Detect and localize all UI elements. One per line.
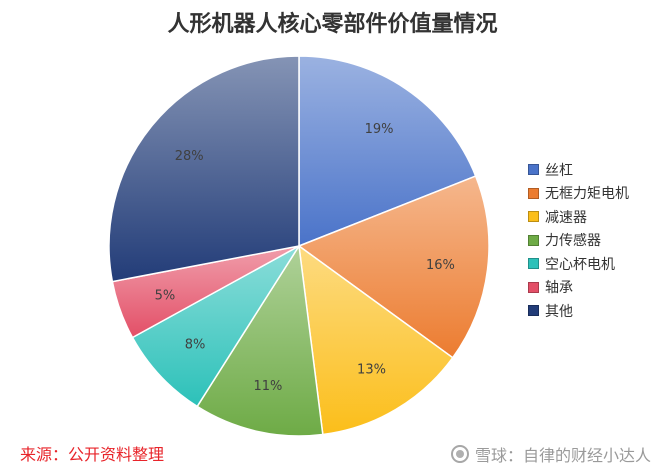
chart-title: 人形机器人核心零部件价值量情况 — [167, 11, 498, 37]
pie-slice-无框力矩电机 — [297, 175, 490, 359]
legend-item-轴承: 轴承 — [528, 276, 629, 300]
legend-item-无框力矩电机: 无框力矩电机 — [528, 182, 629, 206]
snowball-logo-icon — [450, 445, 469, 463]
slice-label-丝杠: 19% — [365, 122, 394, 137]
legend-label: 轴承 — [545, 280, 573, 297]
slice-label-空心杯电机: 8% — [185, 338, 206, 353]
legend-label: 力传感器 — [545, 233, 601, 250]
legend: 丝杠 无框力矩电机 减速器 力传感器 空心杯电机 轴承 其他 — [528, 158, 629, 323]
slice-label-力传感器: 11% — [253, 379, 282, 394]
legend-swatch — [528, 164, 539, 176]
pie-slice-其他 — [108, 55, 300, 283]
slice-label-无框力矩电机: 16% — [426, 258, 455, 273]
source-note: 来源：公开资料整理 — [20, 445, 165, 464]
legend-item-力传感器: 力传感器 — [528, 229, 629, 253]
legend-swatch — [528, 305, 539, 317]
slice-label-轴承: 5% — [155, 288, 176, 303]
legend-label: 减速器 — [545, 209, 587, 226]
pie-slice-减速器 — [298, 244, 454, 436]
watermark-text: 雪球：自律的财经小达人 — [474, 446, 651, 465]
legend-swatch — [528, 187, 539, 199]
legend-item-丝杠: 丝杠 — [528, 158, 629, 182]
legend-label: 丝杠 — [545, 162, 573, 179]
slice-label-减速器: 13% — [357, 363, 386, 378]
legend-label: 空心杯电机 — [545, 256, 615, 273]
legend-label: 无框力矩电机 — [545, 186, 629, 203]
watermark: 雪球：自律的财经小达人 — [450, 442, 651, 466]
slice-label-其他: 28% — [175, 149, 204, 164]
legend-swatch — [528, 211, 539, 223]
pie-slice-丝杠 — [298, 55, 477, 248]
legend-swatch — [528, 281, 539, 293]
legend-label: 其他 — [545, 303, 573, 320]
legend-item-减速器: 减速器 — [528, 205, 629, 229]
pie-slice-力传感器 — [196, 243, 324, 437]
pie-slice-空心杯电机 — [131, 245, 300, 408]
legend-item-其他: 其他 — [528, 299, 629, 323]
legend-swatch — [528, 258, 539, 270]
legend-swatch — [528, 234, 539, 246]
legend-item-空心杯电机: 空心杯电机 — [528, 252, 629, 276]
